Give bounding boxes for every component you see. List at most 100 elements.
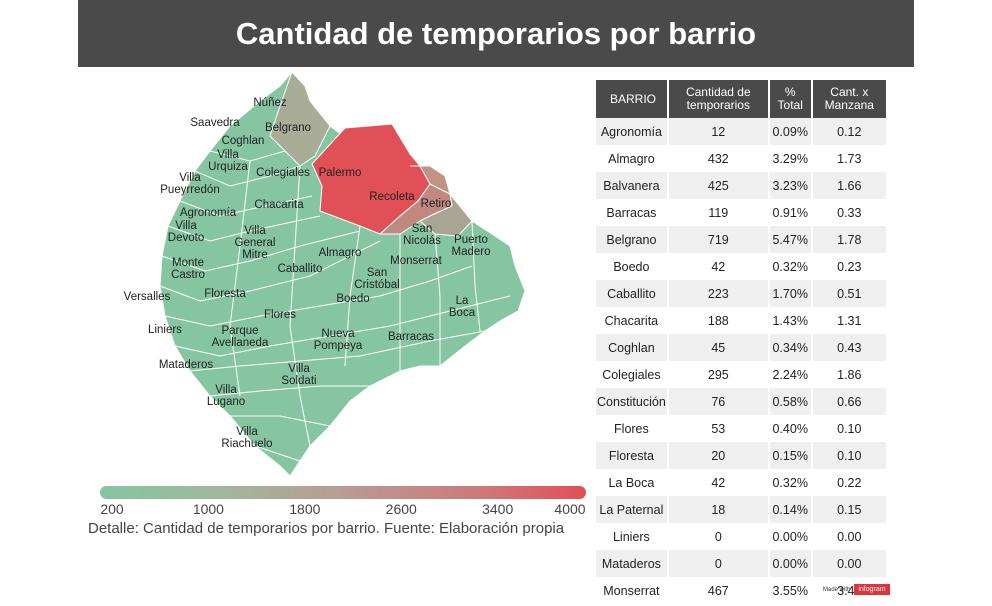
cell-cant-manzana: 0.33 bbox=[812, 199, 886, 226]
map-label-colegiales: Colegiales bbox=[256, 167, 310, 179]
map-label-saavedra: Saavedra bbox=[190, 117, 240, 129]
cell-cantidad: 295 bbox=[668, 361, 768, 388]
table-row: Colegiales 295 2.24% 1.86 bbox=[596, 361, 886, 388]
cell-cantidad: 20 bbox=[668, 442, 768, 469]
cell-barrio: Boedo bbox=[596, 253, 667, 280]
made-with-text: Made with bbox=[823, 586, 851, 593]
cell-cantidad: 18 bbox=[668, 496, 768, 523]
table-row: La Paternal 18 0.14% 0.15 bbox=[596, 496, 886, 523]
cell-barrio: La Paternal bbox=[596, 496, 667, 523]
map-label-versalles: Versalles bbox=[124, 291, 171, 303]
map-label-villa-urquiza: Villa Urquiza bbox=[208, 149, 248, 173]
cell-cantidad: 76 bbox=[668, 388, 768, 415]
table-row: Caballito 223 1.70% 0.51 bbox=[596, 280, 886, 307]
cell-cant-manzana: 0.43 bbox=[812, 334, 886, 361]
map-label-san-cristóbal: San Cristóbal bbox=[354, 267, 399, 291]
map-label-floresta: Floresta bbox=[204, 288, 246, 300]
map-label-villa-general-mitre: Villa General Mitre bbox=[235, 225, 276, 261]
cell-barrio: Almagro bbox=[596, 145, 667, 172]
map-label-belgrano: Belgrano bbox=[265, 122, 311, 134]
cell-cant-manzana: 0.10 bbox=[812, 442, 886, 469]
header-cant-manzana: Cant. x Manzana bbox=[812, 80, 886, 118]
map-label-nueva-pompeya: Nueva Pompeya bbox=[314, 328, 363, 352]
map-label-núñez: Núñez bbox=[253, 97, 286, 109]
cell-barrio: Balvanera bbox=[596, 172, 667, 199]
table-row: Coghlan 45 0.34% 0.43 bbox=[596, 334, 886, 361]
cell-barrio: La Boca bbox=[596, 469, 667, 496]
cell-cantidad: 0 bbox=[668, 550, 768, 577]
map-label-agronomía: Agronomía bbox=[180, 207, 237, 219]
choropleth-map: Núñez Saavedra Belgrano Coghlan Villa Urquiza… bbox=[100, 66, 540, 486]
cell-barrio: Colegiales bbox=[596, 361, 667, 388]
map-label-la-boca: La Boca bbox=[449, 295, 476, 319]
cell-cant-manzana: 1.73 bbox=[812, 145, 886, 172]
map-label-puerto-madero: Puerto Madero bbox=[452, 234, 491, 258]
cell-barrio: Chacarita bbox=[596, 307, 667, 334]
made-with-infogram[interactable]: Made with infogram bbox=[823, 584, 890, 595]
cell-porcentaje: 0.00% bbox=[769, 550, 811, 577]
table-row: Liniers 0 0.00% 0.00 bbox=[596, 523, 886, 550]
cell-cantidad: 53 bbox=[668, 415, 768, 442]
table-row: Barracas 119 0.91% 0.33 bbox=[596, 199, 886, 226]
cell-porcentaje: 3.29% bbox=[769, 145, 811, 172]
cell-cant-manzana: 1.86 bbox=[812, 361, 886, 388]
cell-cant-manzana: 0.23 bbox=[812, 253, 886, 280]
table-row: Agronomía 12 0.09% 0.12 bbox=[596, 118, 886, 145]
cell-porcentaje: 0.40% bbox=[769, 415, 811, 442]
map-label-caballito: Caballito bbox=[278, 263, 323, 275]
map-label-villa-devoto: Villa Devoto bbox=[168, 220, 204, 244]
infogram-logo: infogram bbox=[854, 584, 890, 595]
table-row: Mataderos 0 0.00% 0.00 bbox=[596, 550, 886, 577]
cell-porcentaje: 1.43% bbox=[769, 307, 811, 334]
cell-barrio: Agronomía bbox=[596, 118, 667, 145]
cell-porcentaje: 0.58% bbox=[769, 388, 811, 415]
cell-cant-manzana: 1.66 bbox=[812, 172, 886, 199]
cell-cantidad: 719 bbox=[668, 226, 768, 253]
cell-cantidad: 119 bbox=[668, 199, 768, 226]
cell-porcentaje: 3.23% bbox=[769, 172, 811, 199]
map-label-palermo: Palermo bbox=[319, 167, 362, 179]
table-row: Monserrat 467 3.55% 3.43 bbox=[596, 577, 886, 604]
cell-cant-manzana: 0.51 bbox=[812, 280, 886, 307]
cell-barrio: Flores bbox=[596, 415, 667, 442]
cell-cant-manzana: 0.00 bbox=[812, 523, 886, 550]
cell-barrio: Belgrano bbox=[596, 226, 667, 253]
cell-porcentaje: 2.24% bbox=[769, 361, 811, 388]
cell-cantidad: 223 bbox=[668, 280, 768, 307]
cell-cantidad: 12 bbox=[668, 118, 768, 145]
legend-ticks: 200 1000 1800 2600 3400 4000 bbox=[100, 501, 586, 519]
cell-barrio: Liniers bbox=[596, 523, 667, 550]
data-table: BARRIO Cantidad de temporarios % Total C… bbox=[594, 80, 888, 604]
map-caption: Detalle: Cantidad de temporarios por bar… bbox=[88, 520, 565, 537]
table-row: Belgrano 719 5.47% 1.78 bbox=[596, 226, 886, 253]
table-row: Almagro 432 3.29% 1.73 bbox=[596, 145, 886, 172]
header-barrio: BARRIO bbox=[596, 80, 667, 118]
cell-porcentaje: 3.55% bbox=[769, 577, 811, 604]
cell-cant-manzana: 0.10 bbox=[812, 415, 886, 442]
legend-tick: 2600 bbox=[385, 501, 417, 517]
cell-barrio: Monserrat bbox=[596, 577, 667, 604]
belgrano-area bbox=[269, 71, 331, 167]
map-label-liniers: Liniers bbox=[148, 324, 182, 336]
page-title: Cantidad de temporarios por barrio bbox=[78, 0, 914, 67]
cell-cant-manzana: 0.12 bbox=[812, 118, 886, 145]
cell-barrio: Constitución bbox=[596, 388, 667, 415]
cell-barrio: Mataderos bbox=[596, 550, 667, 577]
cell-barrio: Floresta bbox=[596, 442, 667, 469]
table-row: Floresta 20 0.15% 0.10 bbox=[596, 442, 886, 469]
cell-cant-manzana: 0.66 bbox=[812, 388, 886, 415]
table-row: Chacarita 188 1.43% 1.31 bbox=[596, 307, 886, 334]
cell-porcentaje: 0.15% bbox=[769, 442, 811, 469]
retiro-area bbox=[419, 192, 473, 237]
cell-cantidad: 42 bbox=[668, 253, 768, 280]
table-row: Constitución 76 0.58% 0.66 bbox=[596, 388, 886, 415]
map-label-retiro: Retiro bbox=[421, 198, 452, 210]
cell-cant-manzana: 1.31 bbox=[812, 307, 886, 334]
cell-cant-manzana: 0.22 bbox=[812, 469, 886, 496]
cell-cantidad: 42 bbox=[668, 469, 768, 496]
map-label-chacarita: Chacarita bbox=[254, 199, 304, 211]
map-label-monte-castro: Monte Castro bbox=[171, 257, 205, 281]
legend-tick: 200 bbox=[100, 501, 124, 517]
legend-tick: 1800 bbox=[289, 501, 321, 517]
map-label-flores: Flores bbox=[264, 309, 296, 321]
